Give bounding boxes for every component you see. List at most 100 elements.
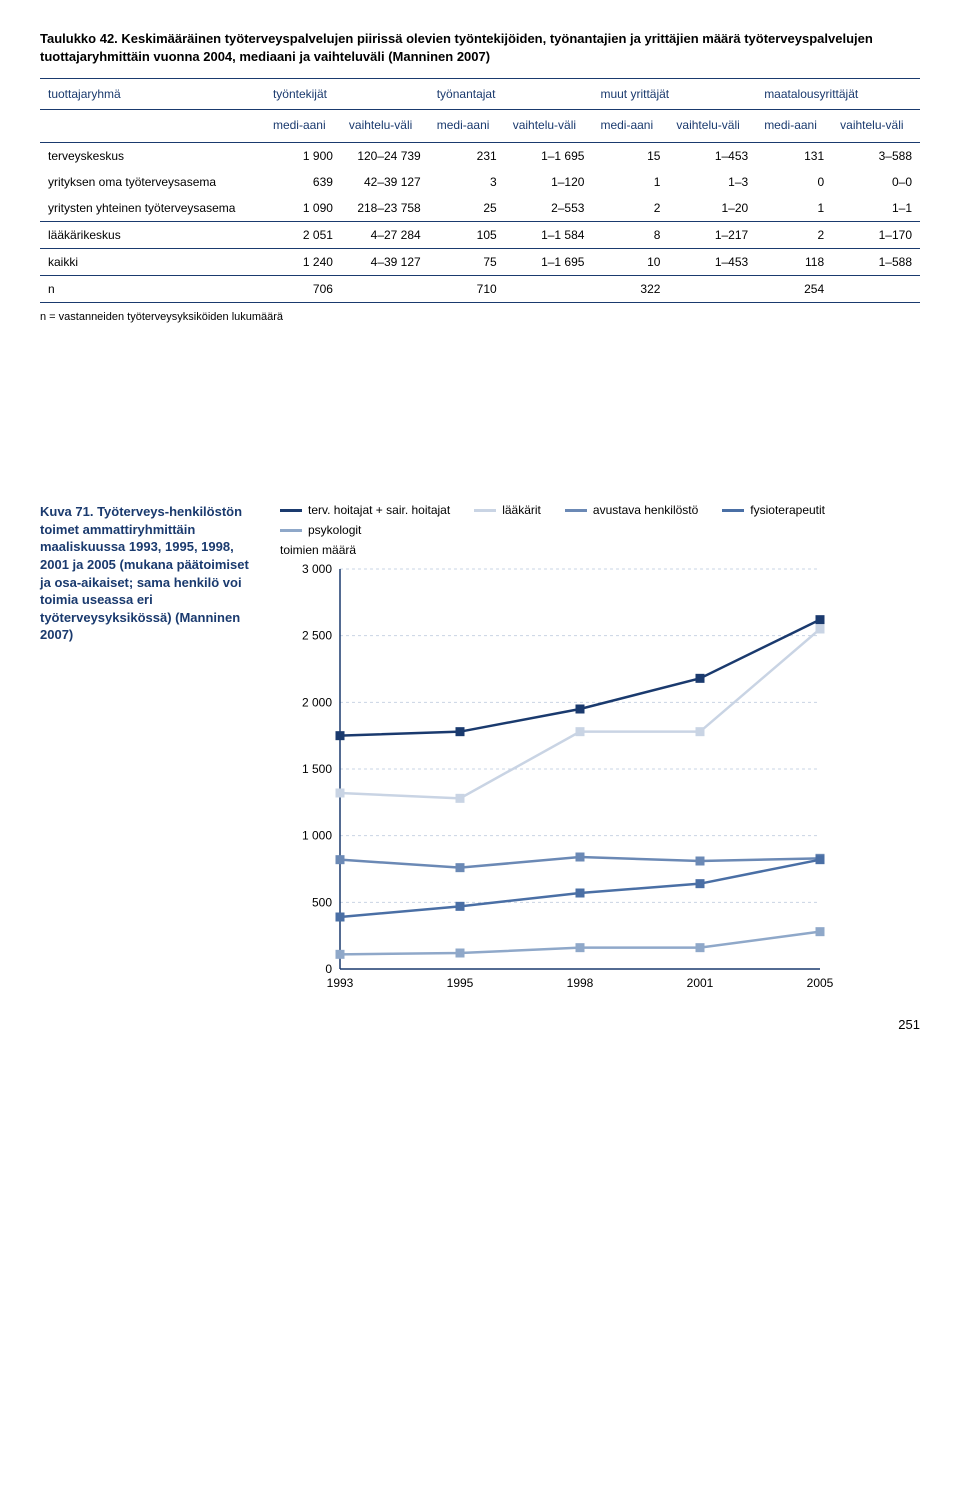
legend-label: psykologit (308, 523, 361, 537)
legend-swatch (280, 509, 302, 512)
data-table: tuottajaryhmä työntekijät työnantajat mu… (40, 78, 920, 303)
svg-text:2 500: 2 500 (302, 629, 332, 643)
sub-median: medi-aani (429, 110, 505, 143)
cell: 218–23 758 (341, 195, 429, 222)
cell: 1–453 (668, 249, 756, 276)
table-row: terveyskeskus1 900120–24 7392311–1 69515… (40, 143, 920, 170)
legend-swatch (722, 509, 744, 512)
svg-text:2 000: 2 000 (302, 696, 332, 710)
page-number: 251 (40, 1017, 920, 1032)
cell: 1–1 695 (505, 143, 593, 170)
table-row: lääkärikeskus2 0514–27 2841051–1 58481–2… (40, 222, 920, 249)
cell: 1 240 (265, 249, 341, 276)
cell: 1–1 695 (505, 249, 593, 276)
legend-swatch (565, 509, 587, 512)
cell: 710 (429, 276, 505, 303)
cell: 1–170 (832, 222, 920, 249)
col-group-0: tuottajaryhmä (40, 79, 265, 110)
cell (505, 276, 593, 303)
cell: 8 (592, 222, 668, 249)
cell: 1–217 (668, 222, 756, 249)
y-axis-title: toimien määrä (280, 543, 356, 557)
legend-item: terv. hoitajat + sair. hoitajat (280, 503, 450, 517)
svg-text:1995: 1995 (447, 976, 474, 990)
cell: 1–3 (668, 169, 756, 195)
sub-range: vaihtelu-väli (668, 110, 756, 143)
row-label: lääkärikeskus (40, 222, 265, 249)
cell: 1–1 584 (505, 222, 593, 249)
sub-range: vaihtelu-väli (832, 110, 920, 143)
table-header-row-1: tuottajaryhmä työntekijät työnantajat mu… (40, 79, 920, 110)
cell: 1–120 (505, 169, 593, 195)
cell: 75 (429, 249, 505, 276)
sub-median: medi-aani (265, 110, 341, 143)
cell: 1–20 (668, 195, 756, 222)
cell: 118 (756, 249, 832, 276)
cell: 322 (592, 276, 668, 303)
cell: 15 (592, 143, 668, 170)
svg-text:1 500: 1 500 (302, 762, 332, 776)
col-group-4: maatalousyrittäjät (756, 79, 920, 110)
table-row: kaikki1 2404–39 127751–1 695101–4531181–… (40, 249, 920, 276)
cell (668, 276, 756, 303)
table-row: yrityksen oma työterveysasema63942–39 12… (40, 169, 920, 195)
sub-range: vaihtelu-väli (505, 110, 593, 143)
col-group-1: työntekijät (265, 79, 429, 110)
svg-text:1 000: 1 000 (302, 829, 332, 843)
cell: 131 (756, 143, 832, 170)
cell: 25 (429, 195, 505, 222)
cell: 706 (265, 276, 341, 303)
cell: 639 (265, 169, 341, 195)
legend-label: fysioterapeutit (750, 503, 825, 517)
table-row: n706710322254 (40, 276, 920, 303)
chart-legend: terv. hoitajat + sair. hoitajat lääkärit a… (280, 503, 920, 537)
legend-label: avustava henkilöstö (593, 503, 698, 517)
svg-text:500: 500 (312, 896, 332, 910)
legend-swatch (474, 509, 496, 512)
svg-text:1993: 1993 (327, 976, 354, 990)
cell (832, 276, 920, 303)
cell: 2–553 (505, 195, 593, 222)
cell: 105 (429, 222, 505, 249)
figure-caption: Kuva 71. Työterveys-henkilöstön toimet a… (40, 503, 260, 999)
legend-item: lääkärit (474, 503, 541, 517)
cell: 3–588 (832, 143, 920, 170)
legend-item: avustava henkilöstö (565, 503, 698, 517)
cell: 42–39 127 (341, 169, 429, 195)
cell: 1 (592, 169, 668, 195)
cell: 1 090 (265, 195, 341, 222)
legend-label: lääkärit (502, 503, 541, 517)
table-footnote: n = vastanneiden työterveysyksiköiden lu… (40, 311, 920, 323)
row-label: yritysten yhteinen työterveysasema (40, 195, 265, 222)
cell: 1–1 (832, 195, 920, 222)
cell: 0 (756, 169, 832, 195)
row-label: terveyskeskus (40, 143, 265, 170)
svg-text:1998: 1998 (567, 976, 594, 990)
svg-text:0: 0 (325, 962, 332, 976)
cell: 3 (429, 169, 505, 195)
row-label: yrityksen oma työterveysasema (40, 169, 265, 195)
sub-range: vaihtelu-väli (341, 110, 429, 143)
cell: 254 (756, 276, 832, 303)
row-label: kaikki (40, 249, 265, 276)
legend-item: psykologit (280, 523, 361, 537)
cell: 2 051 (265, 222, 341, 249)
cell: 1 (756, 195, 832, 222)
legend-swatch (280, 529, 302, 532)
table-title: Taulukko 42. Keskimääräinen työterveyspa… (40, 30, 920, 66)
line-chart: 05001 0001 5002 0002 5003 00019931995199… (280, 559, 840, 999)
col-group-3: muut yrittäjät (592, 79, 756, 110)
cell: 1–588 (832, 249, 920, 276)
col-group-2: työnantajat (429, 79, 593, 110)
cell: 4–39 127 (341, 249, 429, 276)
cell: 1–453 (668, 143, 756, 170)
svg-text:2001: 2001 (687, 976, 714, 990)
cell: 120–24 739 (341, 143, 429, 170)
figure-block: Kuva 71. Työterveys-henkilöstön toimet a… (40, 503, 920, 999)
cell: 1 900 (265, 143, 341, 170)
cell: 4–27 284 (341, 222, 429, 249)
sub-median: medi-aani (592, 110, 668, 143)
sub-median: medi-aani (756, 110, 832, 143)
table-row: yritysten yhteinen työterveysasema1 0902… (40, 195, 920, 222)
table-header-row-2: medi-aani vaihtelu-väli medi-aani vaihte… (40, 110, 920, 143)
